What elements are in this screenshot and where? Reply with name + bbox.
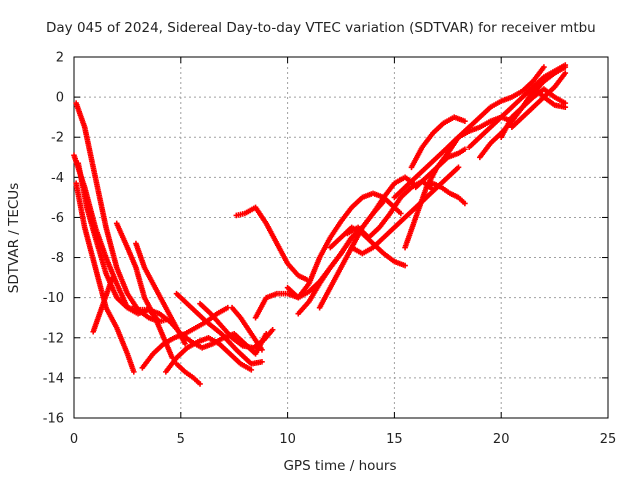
axis-ticks: 0 5 10 15 20 25 -16 -14 -12 -10 -8 -6 -4 -2 0 2: [43, 51, 617, 448]
data-point: [182, 340, 188, 347]
series-track: [412, 146, 468, 191]
y-tick-label: 2: [56, 51, 64, 66]
series-track: [73, 100, 169, 325]
series-track: [408, 114, 468, 171]
data-point: [562, 70, 569, 76]
series-track: [445, 64, 547, 151]
x-tick-label: 15: [386, 432, 403, 447]
y-tick-label: -2: [51, 131, 64, 146]
data-point: [259, 359, 265, 365]
data-point: [380, 198, 387, 205]
data-point: [398, 210, 404, 217]
series-track: [163, 334, 255, 375]
series-track: [133, 240, 188, 347]
data-point: [462, 146, 468, 153]
data-point: [402, 262, 408, 269]
data-point: [131, 369, 137, 375]
series-track: [173, 290, 265, 367]
x-tick-label: 5: [177, 432, 185, 447]
series-track: [229, 304, 265, 353]
y-tick-label: -4: [51, 171, 64, 186]
grid: [74, 57, 608, 418]
data-point: [259, 347, 265, 353]
series-track: [327, 224, 408, 269]
data-point: [462, 118, 468, 124]
x-tick-label: 10: [279, 432, 296, 447]
x-tick-label: 25: [600, 432, 617, 447]
data-point: [248, 367, 255, 373]
data-point: [562, 104, 569, 110]
data-marks: [71, 62, 569, 387]
series-track: [73, 180, 137, 375]
data-point: [109, 274, 116, 281]
series-track: [284, 190, 404, 301]
y-axis-label: SDTVAR / TECUs: [6, 183, 22, 293]
series-track: [233, 204, 310, 283]
series-track: [316, 198, 387, 311]
data-point: [462, 200, 468, 207]
series-track: [173, 361, 203, 387]
series-track: [90, 274, 116, 335]
x-axis-label: GPS time / hours: [283, 458, 396, 474]
data-point: [455, 164, 462, 171]
plot-frame: [73, 56, 609, 419]
data-point: [541, 64, 547, 70]
y-tick-label: -6: [51, 211, 64, 226]
x-tick-label: 0: [70, 432, 78, 447]
y-tick-label: -10: [43, 291, 64, 306]
data-point: [560, 64, 566, 70]
x-tick-label: 20: [493, 432, 510, 447]
y-tick-label: -12: [43, 331, 64, 346]
series-track: [530, 84, 569, 110]
series-track: [477, 64, 569, 161]
series-track: [423, 180, 468, 207]
data-point: [269, 326, 276, 333]
y-tick-label: -14: [43, 371, 64, 386]
y-tick-label: 0: [56, 91, 64, 106]
y-tick-label: -16: [43, 412, 64, 427]
series-track: [113, 220, 176, 361]
y-tick-label: -8: [51, 251, 64, 266]
chart-title: Day 045 of 2024, Sidereal Day-to-day VTE…: [46, 20, 596, 36]
data-point: [197, 381, 203, 387]
